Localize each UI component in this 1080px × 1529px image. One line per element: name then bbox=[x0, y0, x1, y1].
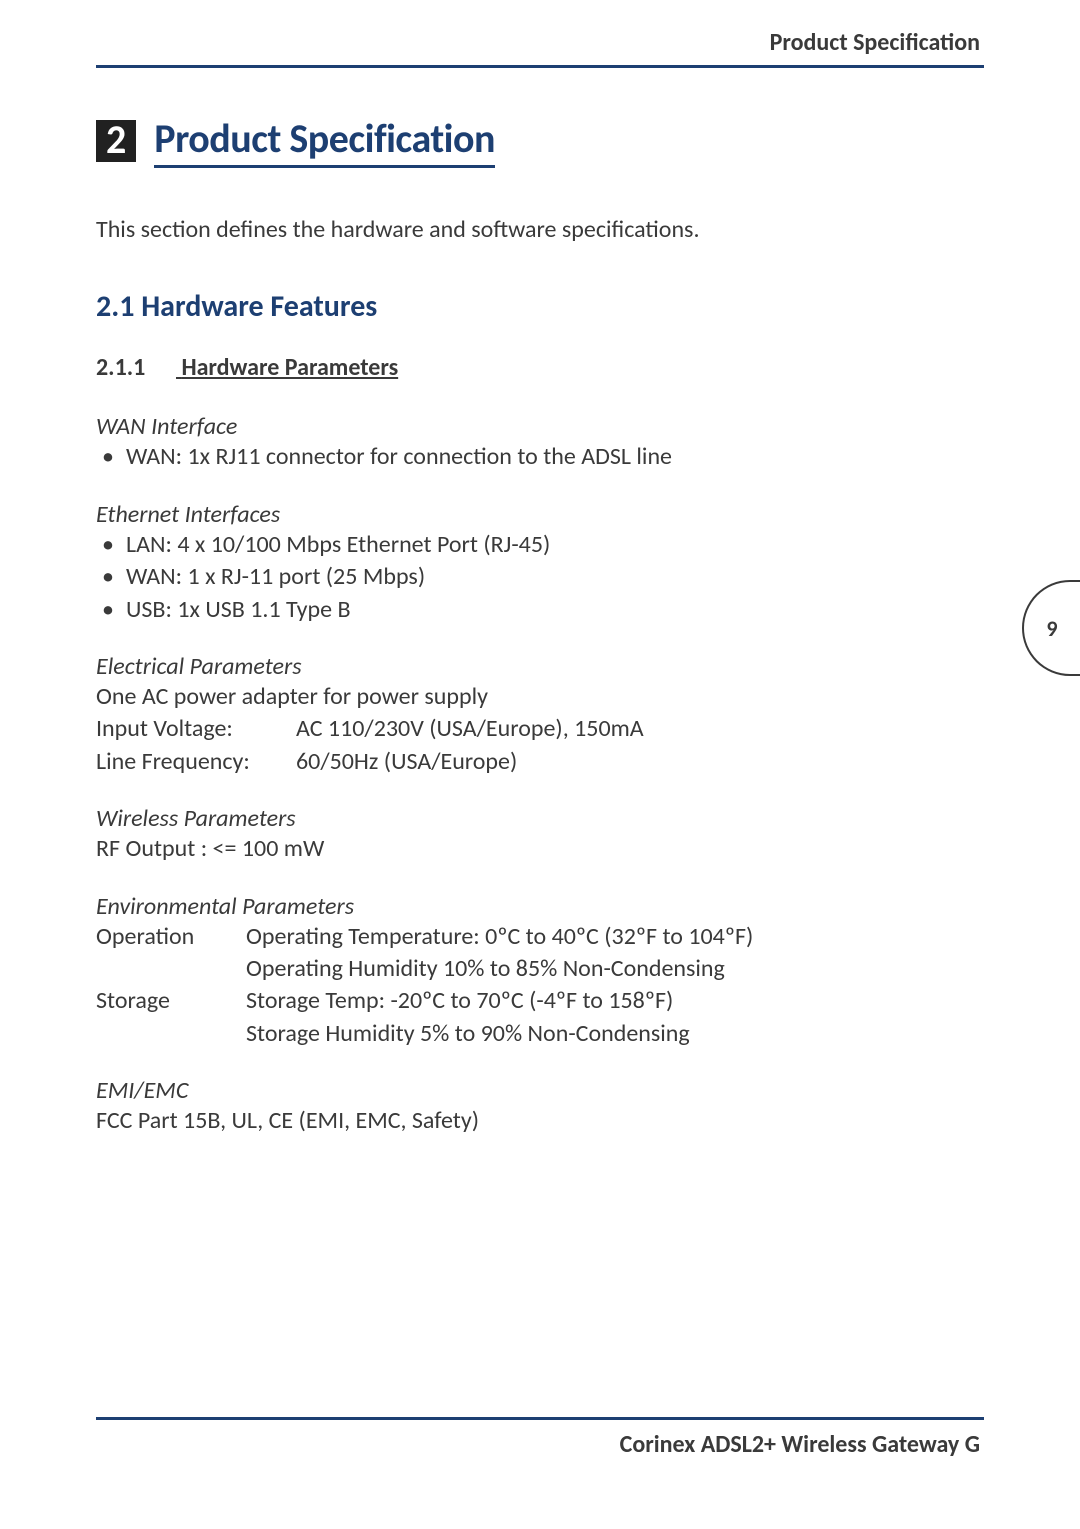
electrical-heading: Electrical Parameters bbox=[96, 652, 984, 681]
section-heading: 2.1 Hardware Features bbox=[96, 288, 984, 325]
wan-heading: WAN Interface bbox=[96, 412, 984, 441]
footer-rule bbox=[96, 1417, 984, 1420]
electrical-voltage-label: Input Voltage: bbox=[96, 713, 296, 745]
environmental-heading: Environmental Parameters bbox=[96, 892, 984, 921]
subsection-title: Hardware Parameters bbox=[181, 353, 398, 382]
electrical-frequency-row: Line Frequency: 60/50Hz (USA/Europe) bbox=[96, 746, 984, 778]
subsection-heading: 2.1.1 Hardware Parameters bbox=[96, 353, 984, 382]
wan-item: • WAN: 1x RJ11 connector for connection … bbox=[96, 441, 984, 473]
footer-product-title: Corinex ADSL2+ Wireless Gateway G bbox=[96, 1430, 984, 1459]
chapter-number: 2 bbox=[96, 120, 136, 162]
environmental-storage-hum-row: Storage Humidity 5% to 90% Non-Condensin… bbox=[96, 1018, 984, 1050]
wireless-line: RF Output : <= 100 mW bbox=[96, 833, 984, 865]
chapter-title: Product Specification bbox=[154, 114, 495, 168]
environmental-storage-row: Storage Storage Temp: -20ºC to 70ºC (-4º… bbox=[96, 985, 984, 1017]
ethernet-item-text: LAN: 4 x 10/100 Mbps Ethernet Port (RJ-4… bbox=[126, 529, 550, 561]
bullet-icon: • bbox=[96, 441, 126, 473]
ethernet-item: • USB: 1x USB 1.1 Type B bbox=[96, 594, 984, 626]
section-title: Hardware Features bbox=[141, 288, 377, 325]
wan-item-text: WAN: 1x RJ11 connector for connection to… bbox=[126, 441, 672, 473]
intro-text: This section defines the hardware and so… bbox=[96, 214, 984, 246]
subsection-number: 2.1.1 bbox=[96, 353, 176, 382]
section-number: 2.1 bbox=[96, 288, 134, 325]
spacer bbox=[96, 1018, 246, 1050]
environmental-storage-label: Storage bbox=[96, 985, 246, 1017]
electrical-voltage-row: Input Voltage: AC 110/230V (USA/Europe),… bbox=[96, 713, 984, 745]
bullet-icon: • bbox=[96, 561, 126, 593]
environmental-operation-temp: Operating Temperature: 0ºC to 40ºC (32ºF… bbox=[246, 921, 753, 953]
electrical-line: One AC power adapter for power supply bbox=[96, 681, 984, 713]
bullet-icon: • bbox=[96, 529, 126, 561]
page-number: 9 bbox=[1046, 615, 1057, 642]
environmental-operation-label: Operation bbox=[96, 921, 246, 953]
emi-heading: EMI/EMC bbox=[96, 1076, 984, 1105]
ethernet-item: • WAN: 1 x RJ-11 port (25 Mbps) bbox=[96, 561, 984, 593]
ethernet-heading: Ethernet Interfaces bbox=[96, 500, 984, 529]
ethernet-item-text: USB: 1x USB 1.1 Type B bbox=[126, 594, 351, 626]
running-header: Product Specification bbox=[96, 28, 984, 65]
wireless-heading: Wireless Parameters bbox=[96, 804, 984, 833]
spacer bbox=[96, 953, 246, 985]
electrical-voltage-value: AC 110/230V (USA/Europe), 150mA bbox=[296, 713, 644, 745]
ethernet-item: • LAN: 4 x 10/100 Mbps Ethernet Port (RJ… bbox=[96, 529, 984, 561]
emi-line: FCC Part 15B, UL, CE (EMI, EMC, Safety) bbox=[96, 1105, 984, 1137]
electrical-frequency-value: 60/50Hz (USA/Europe) bbox=[296, 746, 517, 778]
chapter-heading: 2 Product Specification bbox=[96, 114, 984, 168]
electrical-frequency-label: Line Frequency: bbox=[96, 746, 296, 778]
ethernet-item-text: WAN: 1 x RJ-11 port (25 Mbps) bbox=[126, 561, 425, 593]
environmental-storage-humidity: Storage Humidity 5% to 90% Non-Condensin… bbox=[246, 1018, 690, 1050]
bullet-icon: • bbox=[96, 594, 126, 626]
header-rule bbox=[96, 65, 984, 68]
page-footer: Corinex ADSL2+ Wireless Gateway G bbox=[96, 1417, 984, 1459]
environmental-operation-humidity: Operating Humidity 10% to 85% Non-Conden… bbox=[246, 953, 725, 985]
environmental-operation-hum-row: Operating Humidity 10% to 85% Non-Conden… bbox=[96, 953, 984, 985]
environmental-operation-row: Operation Operating Temperature: 0ºC to … bbox=[96, 921, 984, 953]
environmental-storage-temp: Storage Temp: -20ºC to 70ºC (-4ºF to 158… bbox=[246, 985, 673, 1017]
